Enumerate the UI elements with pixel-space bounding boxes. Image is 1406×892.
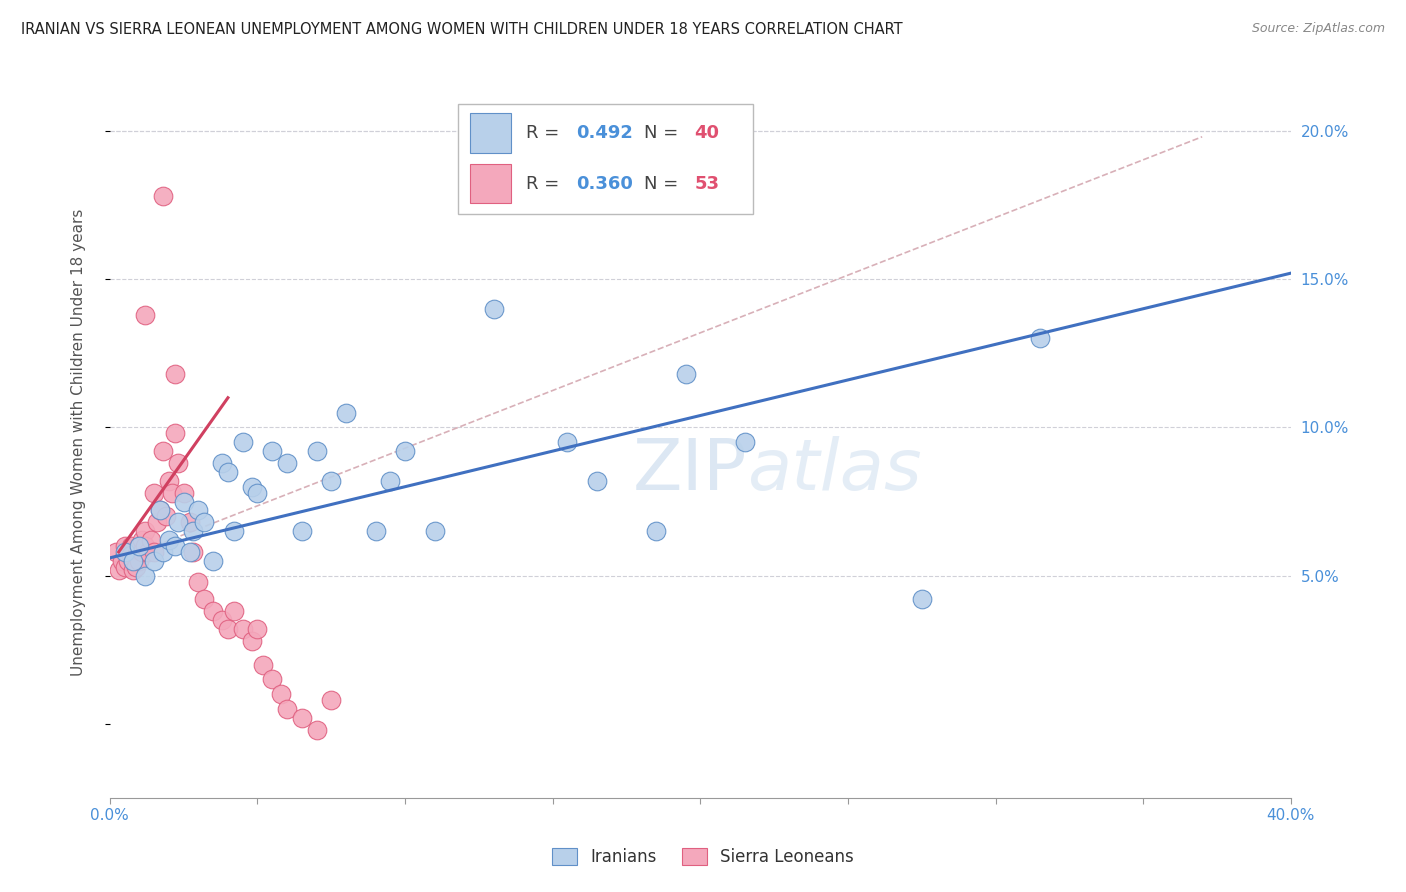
Point — [122, 554, 145, 568]
Point — [482, 301, 505, 316]
Point — [163, 426, 186, 441]
Point — [117, 554, 139, 568]
Point — [222, 604, 245, 618]
Point — [114, 545, 136, 559]
Point — [149, 503, 172, 517]
Point — [114, 539, 136, 553]
Point — [202, 604, 225, 618]
Point — [187, 574, 209, 589]
Point — [193, 516, 215, 530]
Point — [202, 554, 225, 568]
Point — [152, 545, 174, 559]
Point — [321, 693, 343, 707]
Point — [675, 367, 697, 381]
Point — [134, 524, 156, 538]
Legend: Iranians, Sierra Leoneans: Iranians, Sierra Leoneans — [544, 840, 862, 875]
Point — [1029, 331, 1052, 345]
Point — [152, 189, 174, 203]
Point — [557, 435, 579, 450]
Text: Source: ZipAtlas.com: Source: ZipAtlas.com — [1251, 22, 1385, 36]
Point — [134, 568, 156, 582]
Point — [222, 524, 245, 538]
Point — [131, 533, 153, 547]
Point — [155, 509, 177, 524]
Point — [136, 545, 159, 559]
Point — [911, 592, 934, 607]
Point — [246, 622, 269, 636]
Point — [181, 545, 204, 559]
Point — [122, 563, 145, 577]
Point — [134, 308, 156, 322]
Point — [166, 456, 188, 470]
Point — [276, 456, 298, 470]
Point — [305, 723, 328, 737]
Point — [166, 516, 188, 530]
Point — [232, 435, 254, 450]
Point — [193, 592, 215, 607]
Point — [305, 444, 328, 458]
Point — [187, 503, 209, 517]
Point — [217, 622, 239, 636]
Point — [321, 474, 343, 488]
Point — [179, 545, 201, 559]
Y-axis label: Unemployment Among Women with Children Under 18 years: Unemployment Among Women with Children U… — [72, 209, 86, 676]
Point — [645, 524, 668, 538]
Point — [394, 444, 416, 458]
Text: IRANIAN VS SIERRA LEONEAN UNEMPLOYMENT AMONG WOMEN WITH CHILDREN UNDER 18 YEARS : IRANIAN VS SIERRA LEONEAN UNEMPLOYMENT A… — [21, 22, 903, 37]
Point — [114, 559, 136, 574]
Text: ZIP: ZIP — [633, 436, 748, 505]
Point — [240, 480, 263, 494]
Point — [107, 563, 129, 577]
Point — [291, 524, 314, 538]
Point — [211, 613, 233, 627]
Point — [232, 622, 254, 636]
Point — [128, 554, 150, 568]
Point — [217, 465, 239, 479]
Point — [122, 554, 145, 568]
Text: atlas: atlas — [748, 436, 922, 505]
Point — [335, 406, 357, 420]
Point — [276, 702, 298, 716]
Point — [173, 494, 195, 508]
Point — [734, 435, 756, 450]
Point — [125, 548, 148, 562]
Point — [128, 539, 150, 553]
Point — [380, 474, 402, 488]
Point — [157, 474, 180, 488]
Point — [262, 673, 284, 687]
Point — [246, 485, 269, 500]
Point — [143, 485, 166, 500]
Point — [120, 548, 142, 562]
Point — [252, 657, 274, 672]
Point — [111, 554, 134, 568]
Point — [143, 545, 166, 559]
Point — [146, 516, 169, 530]
Point — [270, 687, 292, 701]
Point — [143, 554, 166, 568]
Point — [179, 516, 201, 530]
Point — [423, 524, 446, 538]
Point — [149, 503, 172, 517]
Point — [160, 485, 183, 500]
Point — [141, 533, 163, 547]
Point — [586, 474, 609, 488]
Point — [163, 367, 186, 381]
Point — [157, 533, 180, 547]
Point — [128, 539, 150, 553]
Point — [152, 444, 174, 458]
Point — [163, 539, 186, 553]
Point — [291, 711, 314, 725]
Point — [364, 524, 387, 538]
Point — [120, 539, 142, 553]
Point — [240, 633, 263, 648]
Point — [181, 524, 204, 538]
Point — [125, 559, 148, 574]
Point — [262, 444, 284, 458]
Point — [173, 485, 195, 500]
Point — [117, 545, 139, 559]
Point — [104, 545, 127, 559]
Point — [211, 456, 233, 470]
Point — [131, 545, 153, 559]
Point — [134, 539, 156, 553]
